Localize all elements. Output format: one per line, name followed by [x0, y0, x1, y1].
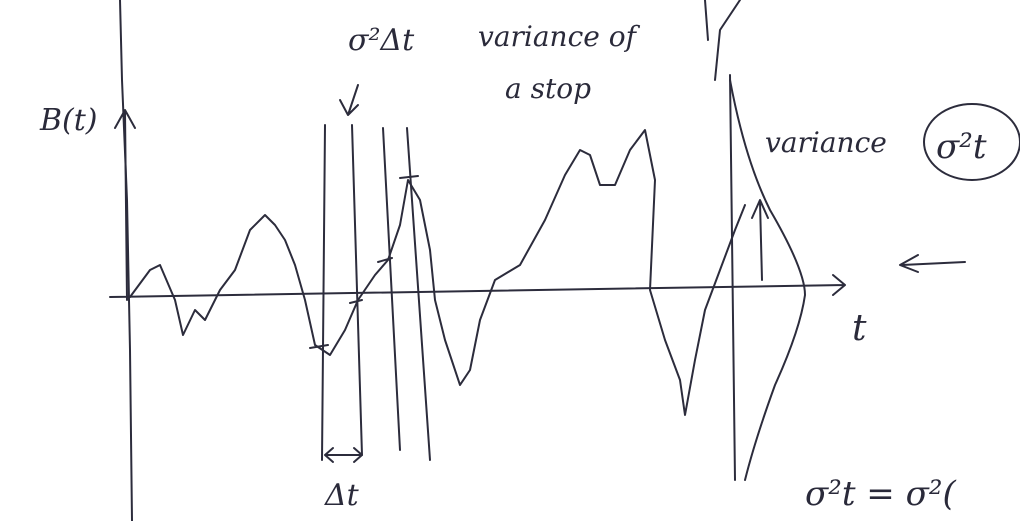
- equation: σ²t = σ²(: [805, 474, 956, 514]
- y-axis: [115, 110, 135, 300]
- step-variance: σ²Δt: [348, 23, 415, 58]
- sketch: B(t) t σ²Δt variance of a stop variance …: [0, 0, 1020, 521]
- time-line: [730, 75, 735, 480]
- variance-arrow: [752, 200, 768, 280]
- variance-label: variance: [765, 126, 887, 159]
- left-arrow: [900, 255, 965, 272]
- note-line-2: a stop: [505, 72, 591, 105]
- delta-arrow: [325, 448, 362, 462]
- top-strokes: [705, 0, 740, 80]
- x-axis: [110, 275, 845, 297]
- step-markers: [310, 176, 418, 348]
- variance-value: σ²t: [936, 127, 987, 167]
- y-axis-label: B(t): [39, 103, 98, 138]
- note-line-1: variance of: [478, 20, 641, 53]
- x-axis-label: t: [852, 308, 867, 349]
- page: {"labels": { "y_axis": "B(t)", "x_axis":…: [0, 0, 1020, 521]
- note-arrow: [340, 85, 358, 115]
- delta-t: Δt: [324, 478, 360, 513]
- brownian-path: [130, 130, 745, 415]
